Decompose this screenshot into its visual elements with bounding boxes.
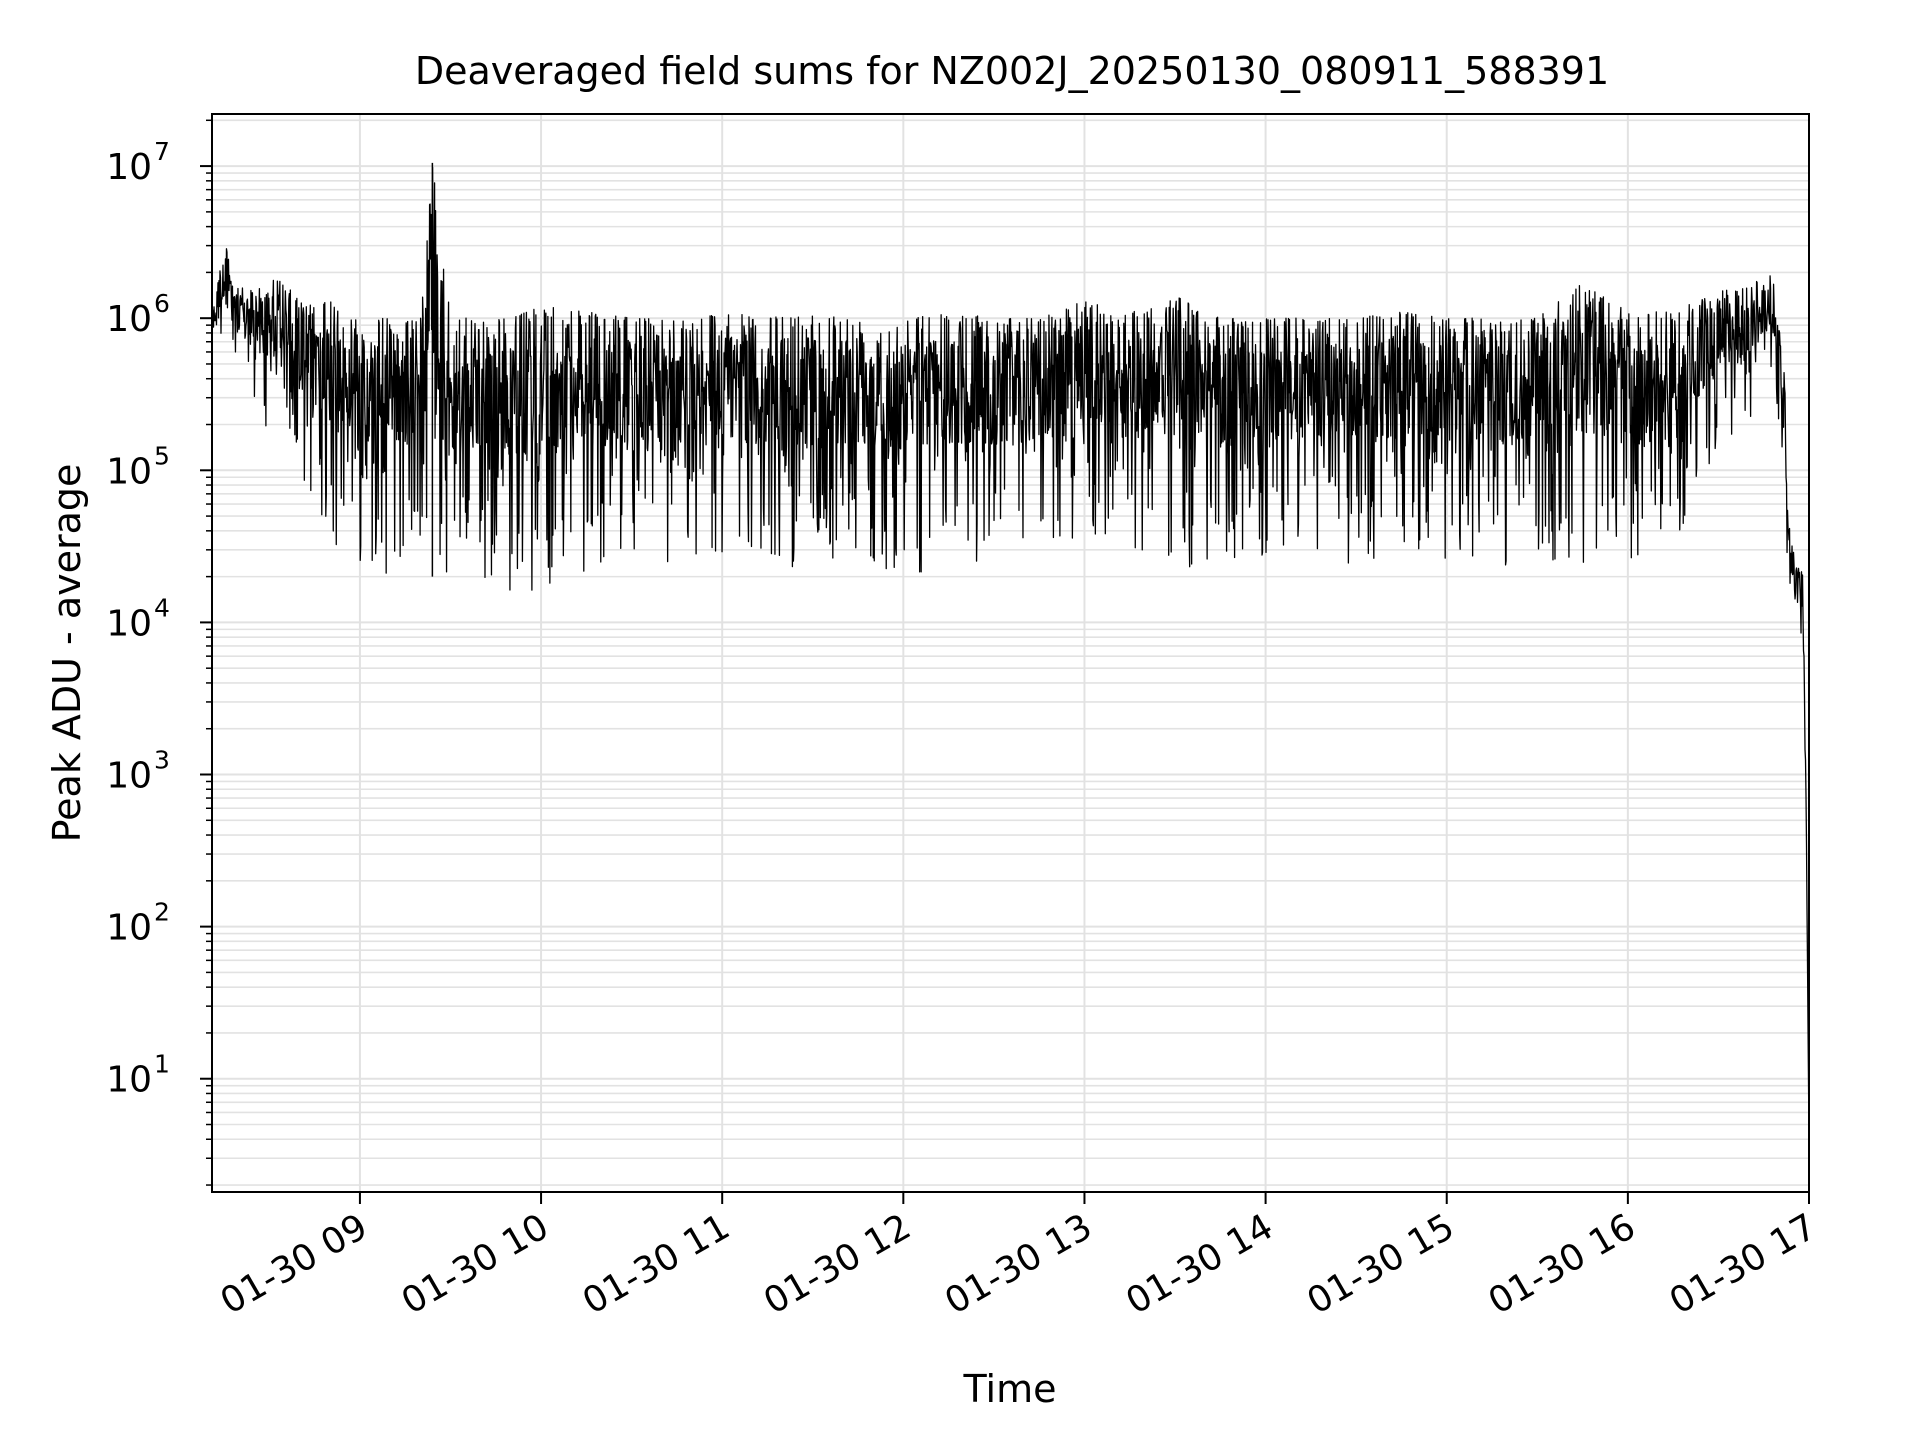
plot-area — [211, 162, 1810, 1140]
y-tick-exponent: 4 — [154, 593, 170, 622]
x-axis-label: Time — [963, 1367, 1057, 1411]
y-tick-exponent: 1 — [154, 1050, 170, 1079]
y-axis-label: Peak ADU - average — [45, 464, 89, 843]
y-tick-label: 10 — [106, 1060, 152, 1101]
y-tick-label: 10 — [106, 756, 152, 797]
y-tick-label: 10 — [106, 299, 152, 340]
y-tick-exponent: 2 — [154, 898, 170, 927]
y-tick-label: 10 — [106, 147, 152, 188]
y-tick-exponent: 6 — [154, 289, 170, 318]
grid — [212, 114, 1810, 1192]
y-tick-exponent: 3 — [154, 746, 170, 775]
chart-title: Deaveraged field sums for NZ002J_2025013… — [415, 49, 1609, 93]
y-tick-label: 10 — [106, 603, 152, 644]
series-line — [211, 166, 1810, 1140]
y-tick-exponent: 7 — [154, 137, 170, 166]
axes-frame — [211, 113, 1810, 1193]
y-tick-label: 10 — [106, 451, 152, 492]
y-tick-label: 10 — [106, 908, 152, 949]
y-tick-exponent: 5 — [154, 441, 170, 470]
